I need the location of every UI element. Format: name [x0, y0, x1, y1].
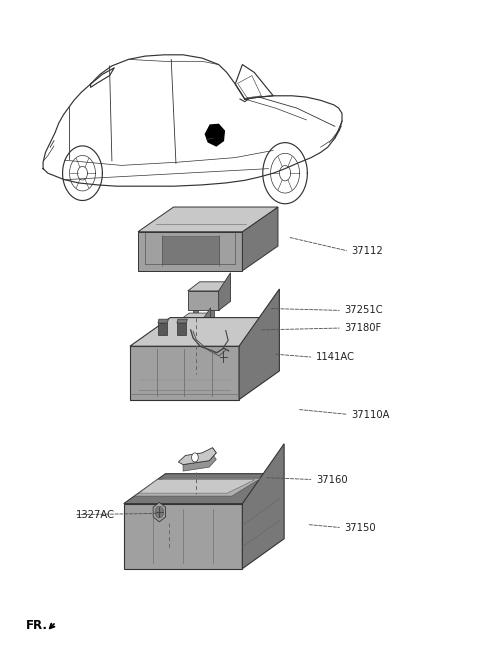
Text: 37251C: 37251C	[344, 306, 383, 316]
Text: 37112: 37112	[351, 246, 383, 256]
Polygon shape	[177, 319, 187, 323]
Polygon shape	[182, 318, 204, 330]
Circle shape	[217, 348, 230, 366]
Polygon shape	[124, 474, 284, 504]
Polygon shape	[183, 447, 216, 471]
Circle shape	[192, 453, 198, 462]
Polygon shape	[153, 502, 166, 522]
Text: 1141AC: 1141AC	[316, 352, 355, 362]
Polygon shape	[138, 207, 278, 232]
Polygon shape	[242, 207, 278, 271]
Circle shape	[219, 352, 227, 362]
Polygon shape	[182, 313, 211, 318]
Polygon shape	[179, 447, 216, 464]
Polygon shape	[130, 346, 239, 400]
Polygon shape	[239, 289, 279, 400]
Polygon shape	[139, 480, 255, 493]
Polygon shape	[130, 318, 279, 346]
Text: 37110A: 37110A	[351, 409, 390, 419]
Polygon shape	[124, 504, 242, 569]
Polygon shape	[177, 323, 186, 335]
Polygon shape	[192, 310, 198, 318]
Polygon shape	[204, 308, 211, 330]
Text: 37180F: 37180F	[344, 323, 382, 333]
Polygon shape	[219, 273, 230, 310]
Polygon shape	[205, 125, 224, 146]
Polygon shape	[155, 506, 164, 518]
Polygon shape	[188, 291, 219, 310]
Text: 37160: 37160	[316, 474, 348, 485]
Polygon shape	[208, 310, 214, 318]
Polygon shape	[138, 232, 242, 271]
Text: FR.: FR.	[25, 619, 48, 632]
Polygon shape	[242, 443, 284, 569]
Polygon shape	[188, 282, 230, 291]
Polygon shape	[162, 236, 219, 264]
Polygon shape	[134, 478, 261, 496]
Polygon shape	[158, 319, 168, 323]
Text: 1327AC: 1327AC	[76, 510, 115, 520]
Text: 37150: 37150	[344, 523, 376, 533]
Polygon shape	[158, 323, 168, 335]
